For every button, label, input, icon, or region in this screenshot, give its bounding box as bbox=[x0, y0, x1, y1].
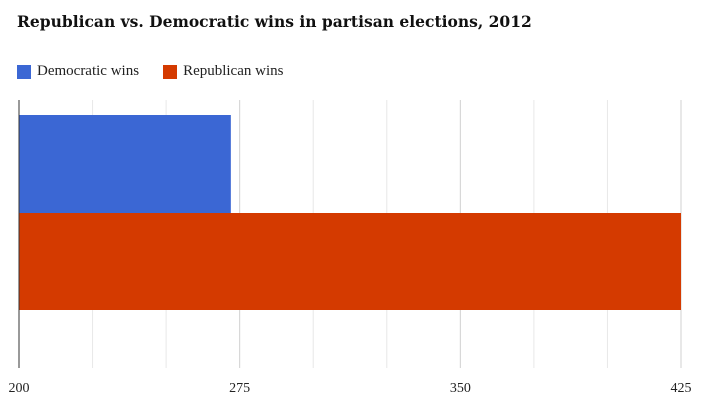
legend-label-republican: Republican wins bbox=[183, 63, 284, 79]
legend: Democratic wins Republican wins bbox=[17, 63, 307, 80]
legend-item-democratic: Democratic wins bbox=[17, 63, 139, 80]
legend-swatch-democratic bbox=[17, 64, 31, 79]
bar-republican-wins bbox=[19, 213, 681, 310]
x-tick-label: 425 bbox=[671, 381, 692, 396]
x-tick-label: 200 bbox=[9, 381, 30, 396]
x-tick-label: 275 bbox=[229, 381, 250, 396]
legend-item-republican: Republican wins bbox=[163, 63, 283, 80]
chart-title: Republican vs. Democratic wins in partis… bbox=[17, 12, 532, 31]
bar-democratic-wins bbox=[19, 115, 231, 213]
legend-label-democratic: Democratic wins bbox=[37, 63, 140, 79]
legend-swatch-republican bbox=[163, 64, 178, 79]
x-tick-label: 350 bbox=[450, 381, 471, 396]
